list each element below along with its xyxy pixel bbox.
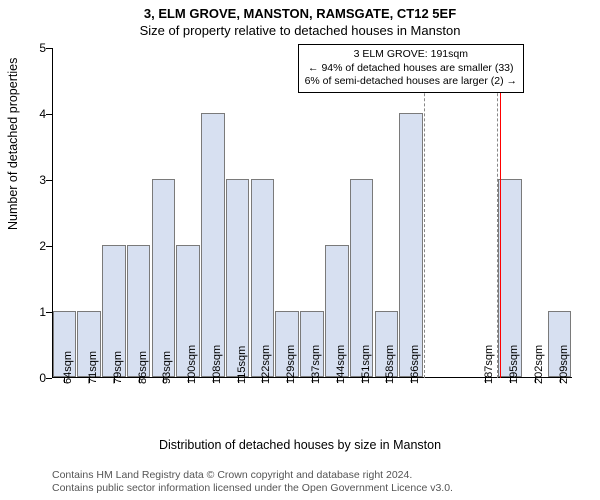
x-tick <box>362 378 363 383</box>
x-tick <box>287 378 288 383</box>
bar <box>201 113 225 377</box>
y-tick-label: 1 <box>39 305 46 319</box>
bar <box>152 179 176 377</box>
x-tick <box>560 378 561 383</box>
y-tick-label: 5 <box>39 41 46 55</box>
x-tick <box>213 378 214 383</box>
annotation-line-3: 6% of semi-detached houses are larger (2… <box>305 75 517 89</box>
y-tick-label: 2 <box>39 239 46 253</box>
gap-edge <box>424 48 425 378</box>
x-tick <box>89 378 90 383</box>
x-tick <box>312 378 313 383</box>
footer-line-2: Contains public sector information licen… <box>52 482 453 496</box>
y-tick <box>46 114 52 115</box>
chart-subtitle: Size of property relative to detached ho… <box>0 21 600 38</box>
x-tick <box>485 378 486 383</box>
y-tick <box>46 312 52 313</box>
x-tick <box>337 378 338 383</box>
chart-title: 3, ELM GROVE, MANSTON, RAMSGATE, CT12 5E… <box>0 0 600 21</box>
x-tick <box>535 378 536 383</box>
plot-area: 012345 64sqm71sqm79sqm86sqm93sqm100sqm10… <box>52 48 572 378</box>
x-tick <box>188 378 189 383</box>
x-tick <box>114 378 115 383</box>
y-tick-label: 0 <box>39 371 46 385</box>
annotation-box: 3 ELM GROVE: 191sqm ← 94% of detached ho… <box>298 44 524 93</box>
x-tick <box>139 378 140 383</box>
x-tick <box>386 378 387 383</box>
marker-line <box>500 48 501 378</box>
x-axis-label: Distribution of detached houses by size … <box>0 438 600 452</box>
y-tick-label: 3 <box>39 173 46 187</box>
y-tick <box>46 246 52 247</box>
y-tick-label: 4 <box>39 107 46 121</box>
annotation-line-2: ← 94% of detached houses are smaller (33… <box>305 62 517 76</box>
x-tick <box>262 378 263 383</box>
annotation-line-1: 3 ELM GROVE: 191sqm <box>305 48 517 62</box>
x-tick <box>64 378 65 383</box>
x-tick <box>411 378 412 383</box>
bar <box>399 113 423 377</box>
footer: Contains HM Land Registry data © Crown c… <box>52 469 453 496</box>
y-tick <box>46 378 52 379</box>
x-tick <box>510 378 511 383</box>
footer-line-1: Contains HM Land Registry data © Crown c… <box>52 469 453 483</box>
gap-edge <box>497 48 498 378</box>
y-tick <box>46 180 52 181</box>
y-axis-label: Number of detached properties <box>6 58 20 230</box>
y-tick <box>46 48 52 49</box>
x-tick <box>163 378 164 383</box>
x-tick <box>238 378 239 383</box>
